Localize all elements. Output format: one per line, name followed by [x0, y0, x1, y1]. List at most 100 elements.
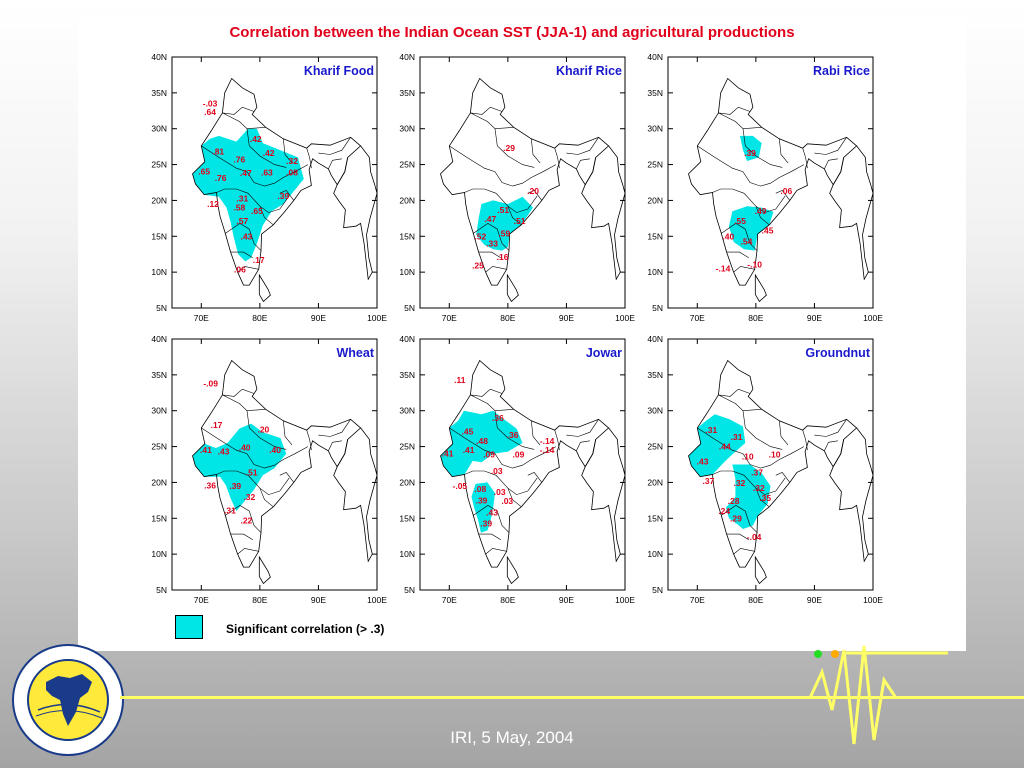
correlation-label: .43	[486, 508, 498, 518]
significant-region	[192, 128, 304, 262]
india-outline	[440, 359, 610, 568]
y-tick-label: 25N	[647, 160, 663, 170]
x-tick-label: 90E	[807, 313, 822, 323]
state-boundary	[718, 106, 751, 115]
state-boundary	[718, 388, 751, 397]
y-tick-label: 30N	[151, 124, 167, 134]
correlation-label: .39	[476, 495, 488, 505]
correlation-label: .63	[261, 167, 273, 177]
map-panel-1: 40N 35N 30N 25N 20N 15N 10N 5N 70E 80E 90E 100E Khar…	[151, 52, 387, 323]
x-tick-label: 80E	[500, 313, 515, 323]
correlation-label: .10	[769, 449, 781, 459]
correlation-label: .08	[474, 484, 486, 494]
significant-region	[726, 464, 771, 529]
state-boundary	[473, 223, 510, 251]
decorative-wave-icon	[808, 645, 948, 745]
correlation-label: .39	[744, 148, 756, 158]
map-panel-4: 40N 35N 30N 25N 20N 15N 10N 5N 70E 80E 90E 100E Whea…	[151, 334, 387, 605]
correlation-label: .47	[484, 214, 496, 224]
correlation-label: .31	[705, 425, 717, 435]
footer-rule	[120, 696, 1024, 699]
state-boundary	[718, 394, 762, 412]
x-tick-label: 100E	[863, 313, 883, 323]
x-tick-label: 80E	[252, 313, 267, 323]
state-boundary	[814, 137, 847, 155]
y-tick-label: 35N	[151, 370, 167, 380]
correlation-label: .39	[480, 518, 492, 528]
state-boundary	[566, 419, 599, 437]
y-tick-label: 20N	[647, 477, 663, 487]
y-tick-label: 25N	[151, 442, 167, 452]
state-boundary	[712, 470, 786, 495]
sri-lanka-outline	[258, 273, 271, 303]
state-boundary	[279, 190, 295, 201]
correlation-label: .09	[512, 449, 524, 459]
sri-lanka-outline	[258, 555, 271, 585]
correlation-label: .36	[492, 413, 504, 423]
correlation-label: -.14	[716, 264, 731, 274]
myanmar-outline	[333, 145, 377, 281]
correlation-label: .42	[250, 134, 262, 144]
correlation-label: .37	[751, 467, 763, 477]
state-boundary	[478, 251, 501, 259]
state-boundary	[201, 427, 309, 469]
myanmar-outline	[829, 145, 873, 281]
correlation-label: .32	[734, 478, 746, 488]
state-boundary	[230, 251, 253, 259]
y-tick-label: 30N	[399, 406, 415, 416]
state-boundary	[755, 488, 770, 508]
state-boundary	[824, 440, 838, 452]
correlation-label: .42	[263, 148, 275, 158]
correlation-label: -.09	[203, 378, 218, 388]
india-outline	[688, 359, 858, 568]
state-boundary	[507, 488, 522, 508]
state-boundary	[576, 440, 590, 452]
x-tick-label: 80E	[252, 595, 267, 605]
state-boundary	[802, 430, 808, 451]
correlation-label: .48	[476, 436, 488, 446]
y-tick-label: 15N	[399, 513, 415, 523]
x-tick-label: 90E	[311, 595, 326, 605]
state-boundary	[712, 188, 786, 213]
y-tick-label: 35N	[151, 88, 167, 98]
y-tick-label: 10N	[399, 549, 415, 559]
x-tick-label: 80E	[500, 595, 515, 605]
sri-lanka-outline	[506, 555, 519, 585]
correlation-label: .43	[240, 231, 252, 241]
x-tick-label: 100E	[615, 313, 635, 323]
state-boundary	[721, 505, 758, 533]
state-boundary	[470, 394, 514, 412]
state-boundary	[328, 158, 342, 170]
correlation-label: .35	[759, 493, 771, 503]
state-boundary	[306, 148, 312, 169]
state-boundary	[328, 440, 342, 452]
y-tick-label: 20N	[399, 195, 415, 205]
legend-swatch	[175, 615, 203, 639]
y-tick-label: 10N	[151, 267, 167, 277]
correlation-label: .32	[753, 483, 765, 493]
correlation-label: .36	[507, 430, 519, 440]
y-tick-label: 35N	[399, 370, 415, 380]
correlation-label: .33	[486, 238, 498, 248]
correlation-label: .65	[251, 206, 263, 216]
x-tick-label: 80E	[748, 313, 763, 323]
state-boundary	[222, 106, 255, 115]
y-tick-label: 30N	[647, 406, 663, 416]
state-boundary	[485, 266, 507, 273]
state-boundary	[230, 533, 253, 541]
state-boundary	[779, 420, 789, 446]
correlation-label: .58	[233, 203, 245, 213]
correlation-label: .37	[703, 476, 715, 486]
map-panel-5: 40N 35N 30N 25N 20N 15N 10N 5N 70E 80E 90E 100E Jowa…	[399, 334, 635, 605]
y-tick-label: 15N	[399, 231, 415, 241]
x-tick-label: 100E	[863, 595, 883, 605]
correlation-label: .36	[204, 480, 216, 490]
state-boundary	[726, 533, 749, 541]
state-boundary	[464, 470, 538, 495]
y-tick-label: 40N	[151, 52, 167, 62]
state-boundary	[485, 548, 507, 555]
correlation-label: .31	[224, 505, 236, 515]
correlation-label: -.10	[747, 259, 762, 269]
state-boundary	[718, 112, 762, 130]
